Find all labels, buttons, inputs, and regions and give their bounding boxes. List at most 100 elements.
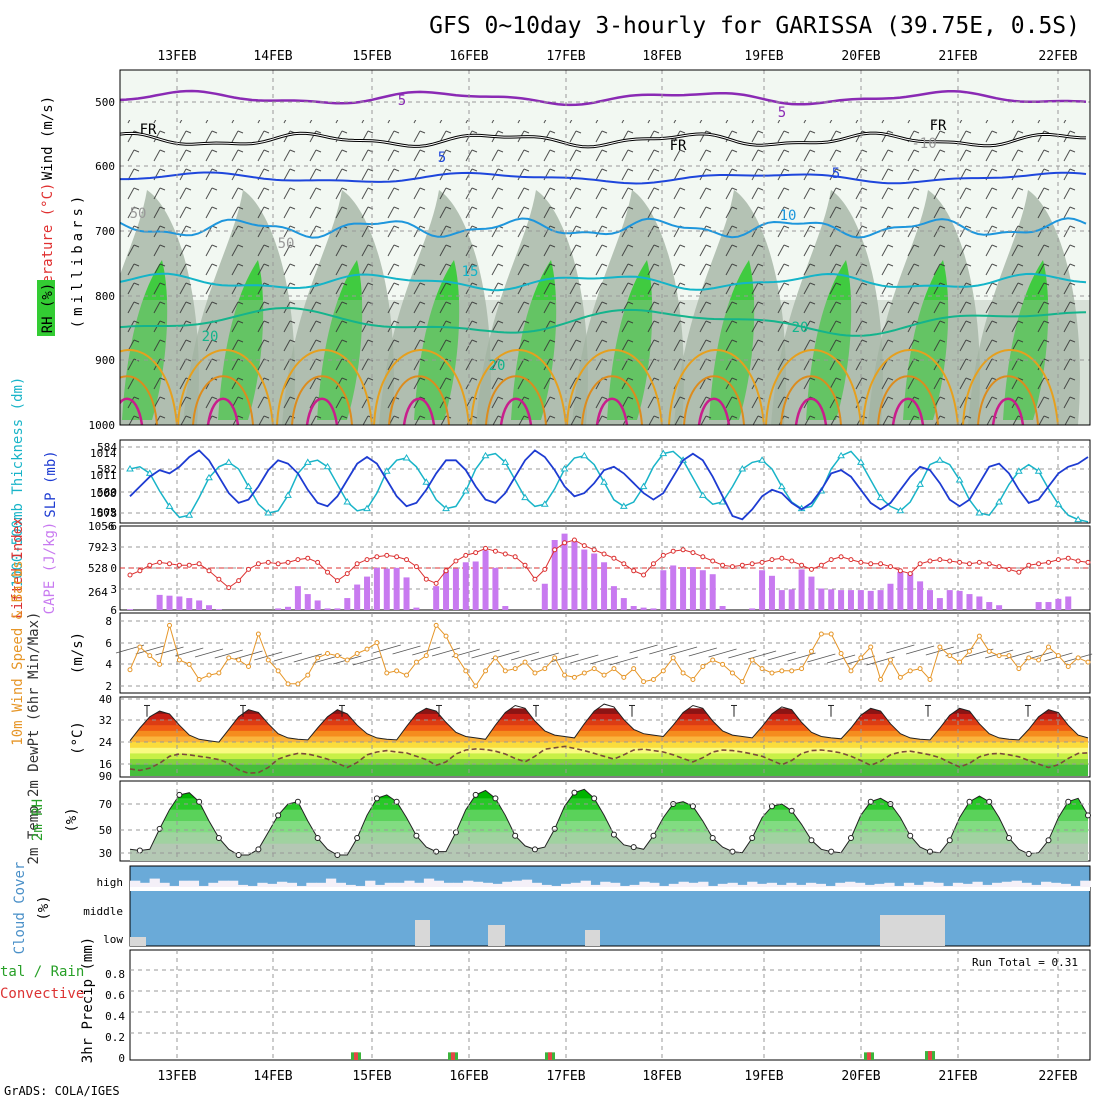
rh2m-pt-49 [610,831,617,838]
lifted-pt-46 [581,543,587,549]
contour-25-9 [962,349,1059,425]
lifted-pt-12 [246,566,252,572]
wind-pt-81 [927,677,933,682]
wind-barb-54 [649,645,678,655]
lifted-pt-51 [631,568,637,574]
cloud-high-gap-7 [198,885,209,887]
lifted-pt-65 [769,557,775,563]
slp-ylabel: SLP (mb) [43,450,59,517]
bottom-date-20FEB: 20FEB [841,1069,880,1084]
wind-barb-52 [629,644,658,654]
lifted-pt-85 [966,561,972,567]
cloud-high-gap-46 [580,880,591,887]
thickness-pt-92 [1034,467,1043,474]
wind-pt-84 [957,659,963,665]
cloud-divider [130,887,1090,891]
cape-bar-6 [186,598,193,610]
cloud-high-gap-87 [982,884,993,887]
wind-pt-61 [729,670,735,676]
wind-pt-10 [226,655,232,661]
cloud-high-gap-96 [1070,885,1081,887]
lifted-pt-84 [957,559,963,565]
wind-gridlines [120,613,1090,693]
precip-tick-0.8: 0.8 [105,968,125,981]
cloud-high-gap-64 [756,883,768,887]
cloud-high-gap-27 [394,882,405,887]
cape-bar-68 [798,569,805,610]
lifted-pt-40 [522,562,528,568]
wind-pt-38 [502,668,508,674]
temp-tick-90: 90 [99,770,112,783]
thickness-pt-8 [205,473,213,481]
bottom-date-16FEB: 16FEB [449,1069,488,1084]
lifted-pt-43 [552,547,558,553]
cape-bar-20 [324,608,331,610]
contour-label-2: 5 [438,150,446,166]
cloud-panel: high middle low Cloud Cover (%) [12,862,1091,954]
wind-barb-58 [688,647,717,657]
wind-pt-65 [769,670,775,676]
cape-tick-264: 264 [88,586,108,599]
wind-pt-54 [660,668,666,674]
rh2m-pt-57 [689,803,696,810]
thickness-pt-16 [284,491,292,498]
wind-pt-28 [404,672,410,678]
rh2m-pt-73 [847,835,854,841]
cloud-high-gap-25 [374,884,386,887]
cloud-high-gap-44 [561,883,572,887]
lifted-pt-49 [611,555,617,561]
cape-bar-54 [660,570,667,610]
cloud-high-gap-14 [267,883,278,887]
wind-pt-22 [344,657,350,663]
lifted-pt-7 [196,561,202,567]
cloud-high-gap-2 [149,878,160,887]
cloud-high-gap-34 [463,880,474,887]
lifted-pt-76 [878,561,884,567]
wind-barb-56 [668,646,698,656]
cloud-high-gap-48 [600,881,611,887]
wind-barb-24 [352,656,382,666]
dewpt-line [129,745,1089,775]
contour-5 [120,171,1087,185]
wind-unit: (m/s) [70,632,86,674]
top-date-13FEB: 13FEB [157,49,196,64]
cloud-high-gap-75 [864,884,875,887]
bottom-date-18FEB: 18FEB [642,1069,681,1084]
cape-bar-44 [561,533,568,610]
lifted-pt-91 [1026,562,1032,568]
wind-pt-79 [907,668,913,674]
cape-bar-58 [699,570,706,610]
wind-pt-90 [1016,666,1022,672]
thickness-pt-66 [777,482,786,490]
rh2m-pt-19 [314,835,321,841]
wind-pt-14 [265,657,271,663]
lifted-pt-0 [127,572,133,578]
wind-barb-32 [431,647,461,657]
cape-bar-83 [946,590,953,610]
cloud-high-gap-57 [688,882,699,887]
wind-pt-85 [966,648,972,654]
lifted-pt-13 [255,561,261,567]
wind-pt-29 [413,659,419,665]
rh2m-pt-97 [1085,812,1091,819]
lifted-pt-74 [858,559,864,565]
cloud-low-gap-4 [130,937,146,946]
bottom-date-22FEB: 22FEB [1038,1069,1077,1084]
lifted-gridlines [120,526,1090,610]
rh2m-gridlines [120,781,1090,861]
cloud-high-gap-88 [992,882,1003,887]
cloud-high-gap-72 [835,882,846,887]
pressure-tick-700: 700 [95,225,115,238]
contour-25-0 [120,349,178,425]
rh2m-pt-43 [551,825,558,832]
wind-barb-68 [787,652,816,662]
lifted-pt-71 [828,557,834,563]
temp-unit: (°C) [70,721,86,755]
thickness-pt-88 [995,498,1003,505]
contour-label-5: 15 [462,264,479,280]
wind-pt-56 [680,670,686,676]
cape-bar-7 [196,600,203,610]
top-date-17FEB: 17FEB [546,49,585,64]
cape-bar-25 [373,567,380,610]
